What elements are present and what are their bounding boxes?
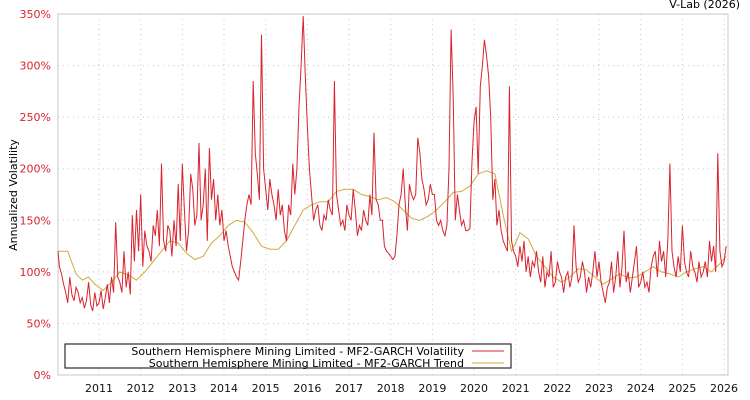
x-axis-ticks: 2011 2012 2013 2014 2015 2016 2017 2018 2019 2020…: [85, 382, 738, 395]
trend-line: [58, 170, 727, 292]
x-tick-label: 2018: [377, 382, 405, 395]
y-tick-label: 0%: [34, 369, 51, 382]
y-tick-label: 300%: [20, 60, 51, 73]
legend-trend-label: Southern Hemisphere Mining Limited - MF2…: [149, 357, 464, 370]
x-tick-label: 2011: [85, 382, 113, 395]
legend: Southern Hemisphere Mining Limited - MF2…: [64, 343, 512, 370]
x-tick-label: 2024: [627, 382, 655, 395]
x-tick-label: 2019: [418, 382, 446, 395]
y-axis-label: Annualized Volatility: [7, 139, 20, 251]
y-tick-label: 200%: [20, 163, 51, 176]
legend-box: [64, 343, 512, 369]
y-axis-ticks: 0% 50% 100% 150% 200% 250% 300% 350%: [20, 8, 51, 382]
y-tick-label: 350%: [20, 8, 51, 21]
x-tick-label: 2012: [127, 382, 155, 395]
x-tick-label: 2023: [585, 382, 613, 395]
x-tick-label: 2022: [543, 382, 571, 395]
x-tick-label: 2016: [293, 382, 321, 395]
x-tick-label: 2013: [168, 382, 196, 395]
x-tick-label: 2020: [460, 382, 488, 395]
legend-volatility-label: Southern Hemisphere Mining Limited - MF2…: [131, 345, 464, 358]
y-tick-label: 100%: [20, 266, 51, 279]
y-tick-label: 50%: [27, 317, 51, 330]
chart-credit: V-Lab (2026): [669, 0, 740, 11]
x-tick-label: 2021: [502, 382, 530, 395]
volatility-line: [57, 16, 727, 312]
plot-frame: [57, 13, 729, 376]
x-tick-label: 2025: [668, 382, 696, 395]
x-tick-label: 2014: [210, 382, 238, 395]
x-tick-label: 2026: [710, 382, 738, 395]
x-tick-label: 2015: [252, 382, 280, 395]
y-tick-label: 250%: [20, 111, 51, 124]
y-tick-label: 150%: [20, 214, 51, 227]
x-tick-label: 2017: [335, 382, 363, 395]
grid-lines: [58, 14, 728, 375]
